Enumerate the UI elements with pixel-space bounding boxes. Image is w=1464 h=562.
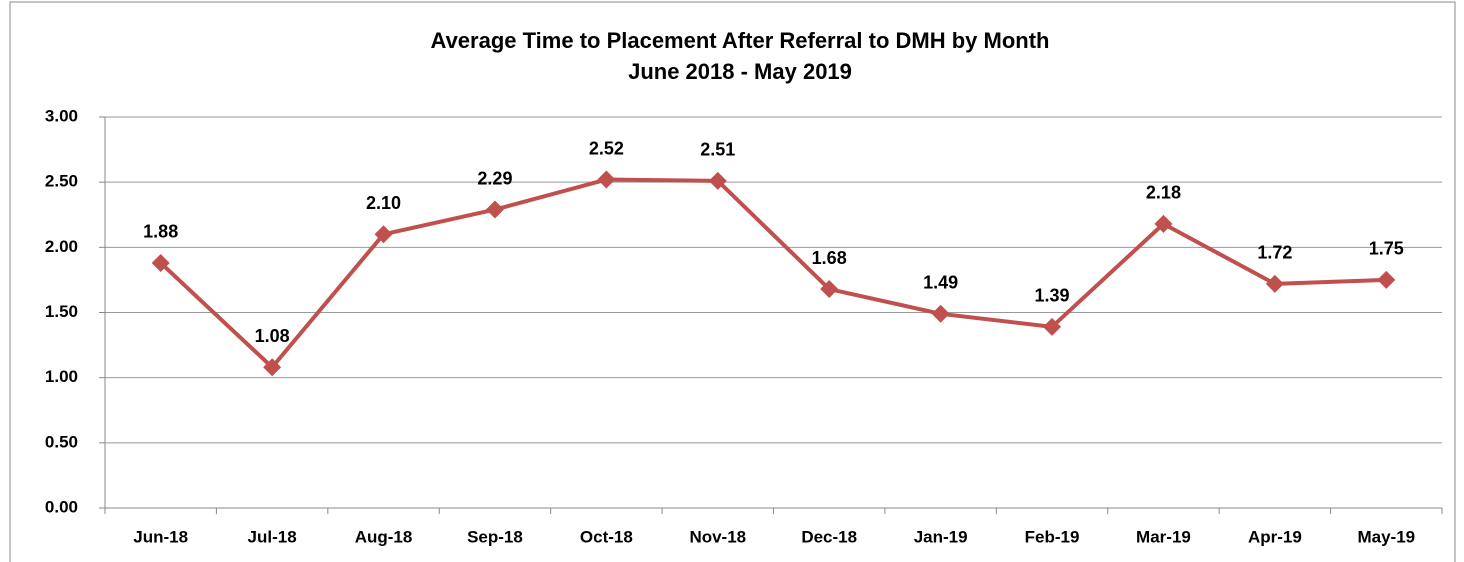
data-point <box>485 200 504 219</box>
data-point <box>708 171 727 190</box>
chart-subtitle: June 2018 - May 2019 <box>628 59 852 84</box>
chart-frame <box>9 1 1456 562</box>
data-point <box>263 358 282 377</box>
y-tick-label: 1.50 <box>45 302 78 321</box>
y-tick-label: 2.00 <box>45 237 78 256</box>
y-tick-label: 0.00 <box>45 497 78 516</box>
data-label: 1.49 <box>923 273 958 293</box>
data-label: 2.10 <box>366 193 401 213</box>
data-label: 2.18 <box>1146 183 1181 203</box>
y-tick-label: 1.00 <box>45 367 78 386</box>
data-label: 1.68 <box>812 248 847 268</box>
x-tick-label: Aug-18 <box>355 527 413 546</box>
data-point <box>931 304 950 323</box>
y-tick-label: 3.00 <box>45 106 78 125</box>
y-tick-label: 0.50 <box>45 432 78 451</box>
data-label: 2.51 <box>700 140 735 160</box>
data-label: 1.72 <box>1257 243 1292 263</box>
x-tick-label: May-19 <box>1357 527 1415 546</box>
chart-title: Average Time to Placement After Referral… <box>431 28 1050 53</box>
data-point <box>151 253 170 272</box>
x-tick-label: Jul-18 <box>248 527 297 546</box>
x-tick-label: Dec-18 <box>801 527 857 546</box>
x-tick-label: Jan-19 <box>914 527 968 546</box>
x-tick-label: Oct-18 <box>580 527 633 546</box>
x-tick-label: Sep-18 <box>467 527 523 546</box>
data-label: 2.29 <box>477 168 512 188</box>
series-line <box>159 177 1387 370</box>
data-point <box>374 225 393 244</box>
y-tick-label: 2.50 <box>45 172 78 191</box>
data-point <box>1377 270 1396 289</box>
data-point <box>1265 274 1284 293</box>
x-tick-label: Jun-18 <box>133 527 188 546</box>
data-label: 1.39 <box>1035 286 1070 306</box>
x-tick-label: Apr-19 <box>1248 527 1302 546</box>
data-label: 2.52 <box>589 138 624 158</box>
data-point <box>1154 214 1173 233</box>
data-label: 1.88 <box>143 222 178 242</box>
x-tick-label: Nov-18 <box>689 527 746 546</box>
data-point <box>820 280 839 299</box>
x-tick-label: Feb-19 <box>1025 527 1080 546</box>
data-label: 1.08 <box>255 326 290 346</box>
x-tick-label: Mar-19 <box>1136 527 1191 546</box>
data-point <box>597 170 616 189</box>
data-label: 1.75 <box>1369 239 1404 259</box>
data-point <box>1043 317 1062 336</box>
